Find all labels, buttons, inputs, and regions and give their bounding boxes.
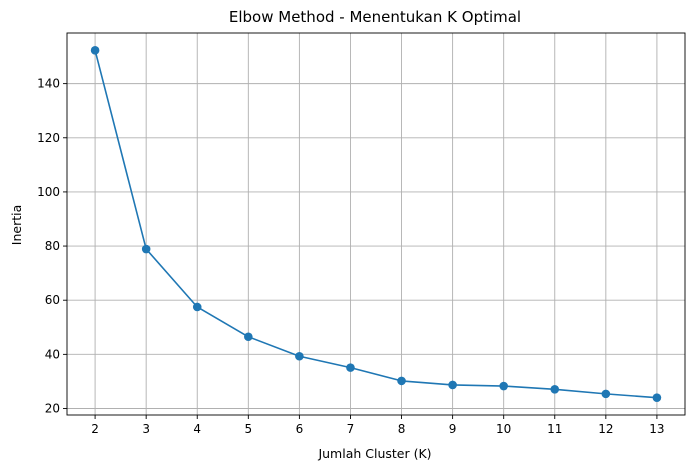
x-tick-label: 10 (496, 422, 511, 436)
y-tick-label: 120 (37, 131, 60, 145)
x-tick-label: 6 (296, 422, 304, 436)
series-layer (90, 46, 662, 402)
data-point (397, 376, 406, 386)
data-point (192, 302, 202, 312)
y-axis-label: Inertia (9, 205, 24, 245)
plot-frame (66, 32, 686, 416)
tick-layer: 2 3 4 5 6 7 8 9 10 11 12 13 20 40 60 80 100 120 140 (37, 77, 664, 436)
data-point (295, 351, 304, 361)
x-tick-label: 9 (449, 422, 457, 436)
data-point (141, 244, 151, 254)
y-tick-label: 20 (45, 402, 60, 416)
y-tick-label: 60 (45, 293, 60, 307)
x-tick-label: 8 (398, 422, 406, 436)
x-tick-label: 7 (347, 422, 355, 436)
y-tick-label: 100 (37, 185, 60, 199)
x-tick-label: 5 (244, 422, 252, 436)
data-point (550, 384, 560, 394)
chart-title: Elbow Method - Menentukan K Optimal (229, 8, 521, 26)
y-tick-label: 140 (37, 77, 60, 91)
x-tick-label: 4 (193, 422, 201, 436)
data-point (601, 389, 611, 399)
x-tick-label: 11 (547, 422, 562, 436)
x-tick-label: 3 (142, 422, 150, 436)
data-point (90, 46, 100, 55)
data-point (244, 332, 253, 342)
data-point (448, 380, 457, 390)
y-tick-label: 80 (45, 239, 60, 253)
y-tick-label: 40 (45, 347, 60, 361)
x-tick-label: 2 (91, 422, 99, 436)
x-tick-label: 12 (598, 422, 613, 436)
grid-lines (67, 33, 685, 415)
data-point (499, 381, 508, 391)
data-point (346, 363, 355, 372)
series-line (94, 50, 657, 399)
x-axis-label: Jumlah Cluster (K) (317, 446, 431, 461)
x-tick-label: 13 (649, 422, 664, 436)
data-point (652, 393, 662, 402)
